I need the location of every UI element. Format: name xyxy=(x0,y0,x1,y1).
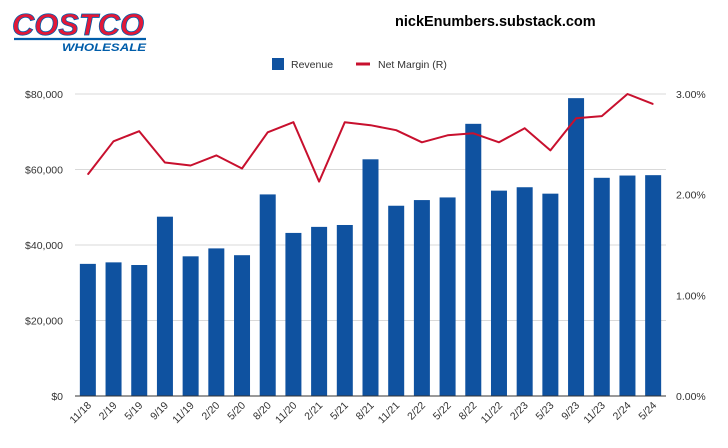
revenue-bar xyxy=(182,256,199,396)
net-margin-point xyxy=(626,93,628,95)
net-margin-point xyxy=(344,121,346,123)
revenue-bar xyxy=(619,175,636,396)
legend-net-margin-swatch xyxy=(356,62,370,66)
revenue-bar xyxy=(439,197,456,396)
x-tick-label: 2/20 xyxy=(200,400,223,423)
x-tick-label: 11/22 xyxy=(479,400,506,427)
revenue-bar xyxy=(79,263,96,396)
y-left-tick-label: $80,000 xyxy=(25,89,63,101)
revenue-bar xyxy=(388,205,405,396)
revenue-bar xyxy=(465,123,482,396)
x-tick-label: 9/23 xyxy=(559,400,582,423)
revenue-bar xyxy=(362,159,379,396)
y-left-tick-label: $60,000 xyxy=(25,165,63,177)
legend-revenue-swatch xyxy=(272,58,284,70)
net-margin-point xyxy=(524,127,526,129)
revenue-bar xyxy=(259,194,276,396)
revenue-bar xyxy=(413,200,430,396)
x-tick-label: 2/19 xyxy=(97,400,120,423)
net-margin-point xyxy=(421,141,423,143)
x-tick-label: 11/20 xyxy=(273,400,300,427)
revenue-bar xyxy=(234,255,251,396)
legend-revenue-label: Revenue xyxy=(291,59,333,71)
revenue-bar xyxy=(156,216,173,396)
net-margin-point xyxy=(113,140,115,142)
net-margin-point xyxy=(87,174,89,176)
x-tick-label: 2/24 xyxy=(611,400,634,423)
net-margin-point xyxy=(472,132,474,134)
x-tick-label: 5/20 xyxy=(225,400,248,423)
source-credit: nickEnumbers.substack.com xyxy=(395,14,596,30)
net-margin-point xyxy=(267,131,269,133)
net-margin-point xyxy=(575,117,577,119)
revenue-bar xyxy=(131,265,148,396)
x-tick-label: 5/22 xyxy=(431,400,454,423)
x-tick-label: 5/19 xyxy=(122,400,145,423)
revenue-bar xyxy=(516,187,533,396)
revenue-bar xyxy=(542,193,559,396)
costco-logo: COSTCO WHOLESALE xyxy=(12,8,147,52)
y-right-tick-label: 0.00% xyxy=(676,391,706,403)
x-tick-label: 2/21 xyxy=(302,400,325,423)
x-tick-label: 8/21 xyxy=(354,400,377,423)
y-left-tick-label: $40,000 xyxy=(25,240,63,252)
net-margin-point xyxy=(190,164,192,166)
x-tick-label: 11/19 xyxy=(170,400,197,427)
revenue-bars xyxy=(79,98,662,396)
x-tick-label: 11/18 xyxy=(67,400,94,427)
net-margin-point xyxy=(318,181,320,183)
revenue-bar xyxy=(645,175,662,396)
revenue-bar xyxy=(568,98,585,396)
net-margin-point xyxy=(652,103,654,105)
x-tick-label: 5/24 xyxy=(636,400,659,423)
revenue-bar xyxy=(311,226,328,396)
revenue-bar xyxy=(105,262,122,396)
logo-wordmark: COSTCO xyxy=(12,8,144,42)
net-margin-point xyxy=(138,130,140,132)
logo-subword: WHOLESALE xyxy=(62,42,147,52)
net-margin-point xyxy=(370,124,371,126)
revenue-bar xyxy=(490,190,507,396)
x-tick-label: 2/22 xyxy=(405,400,428,423)
net-margin-point xyxy=(215,154,217,156)
legend: Revenue Net Margin (R) xyxy=(272,58,447,71)
y-right-tick-label: 1.00% xyxy=(676,290,706,302)
x-tick-label: 9/19 xyxy=(148,400,171,423)
y-right-tick-label: 2.00% xyxy=(676,190,706,202)
net-margin-point xyxy=(241,167,243,169)
revenue-bar xyxy=(208,248,225,396)
revenue-bar xyxy=(336,224,353,396)
x-tick-label: 11/23 xyxy=(581,400,608,427)
x-tick-label: 5/21 xyxy=(328,400,351,423)
net-margin-line xyxy=(87,93,654,183)
x-tick-label: 5/23 xyxy=(534,400,557,423)
net-margin-point xyxy=(164,161,166,163)
x-tick-label: 8/20 xyxy=(251,400,274,423)
net-margin-point xyxy=(395,129,397,131)
legend-net-margin-label: Net Margin (R) xyxy=(378,59,447,71)
y-left-tick-label: $20,000 xyxy=(25,316,63,328)
net-margin-point xyxy=(498,141,500,143)
net-margin-point xyxy=(601,115,603,117)
y-left-tick-label: $0 xyxy=(51,391,63,403)
net-margin-point xyxy=(292,121,294,123)
x-tick-label: 2/23 xyxy=(508,400,531,423)
revenue-bar xyxy=(593,177,610,396)
y-right-tick-label: 3.00% xyxy=(676,89,706,101)
net-margin-point xyxy=(447,134,449,136)
net-margin-point xyxy=(549,149,551,151)
revenue-bar xyxy=(285,232,302,396)
x-tick-label: 8/22 xyxy=(456,400,479,423)
x-tick-label: 11/21 xyxy=(376,400,403,427)
